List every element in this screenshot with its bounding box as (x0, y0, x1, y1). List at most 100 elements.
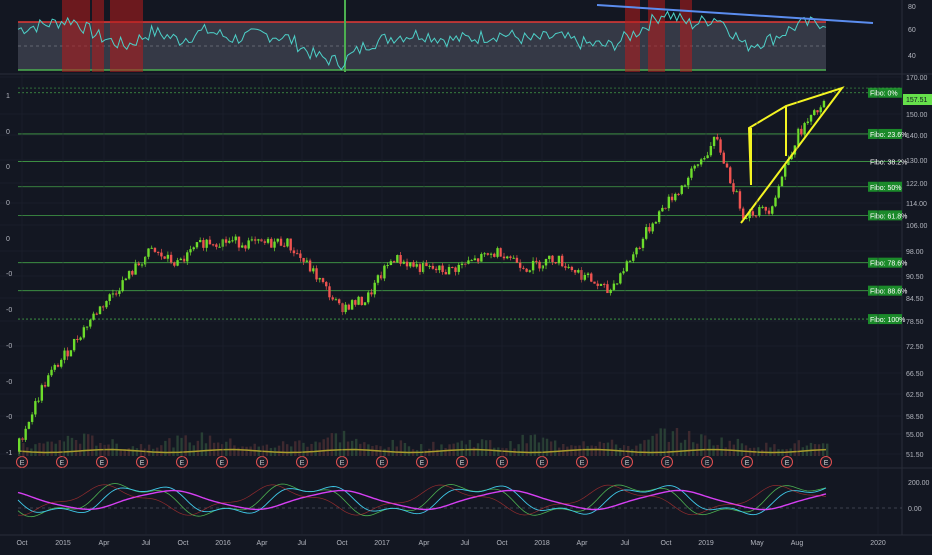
candle-body[interactable] (363, 302, 367, 305)
earnings-marker[interactable] (416, 456, 428, 468)
candle-body[interactable] (295, 253, 299, 255)
candle-body[interactable] (473, 258, 477, 261)
candle-body[interactable] (745, 218, 748, 220)
candle-body[interactable] (50, 369, 53, 376)
candle-body[interactable] (202, 240, 205, 248)
candle-body[interactable] (192, 247, 195, 250)
candle-body[interactable] (205, 239, 208, 248)
candle-body[interactable] (244, 245, 247, 249)
candle-body[interactable] (56, 364, 60, 367)
candle-body[interactable] (124, 278, 128, 281)
candle-body[interactable] (72, 338, 76, 351)
candle-body[interactable] (198, 240, 202, 243)
candle-body[interactable] (722, 152, 725, 164)
candle-body[interactable] (305, 260, 309, 262)
earnings-marker[interactable] (701, 456, 713, 468)
candle-body[interactable] (337, 299, 341, 304)
earnings-marker[interactable] (176, 456, 188, 468)
candle-body[interactable] (137, 263, 140, 266)
stoch-k-line[interactable] (17, 485, 827, 516)
candle-body[interactable] (657, 211, 661, 223)
candle-body[interactable] (447, 267, 451, 275)
candle-body[interactable] (270, 238, 273, 248)
candle-body[interactable] (719, 139, 722, 153)
candle-body[interactable] (764, 206, 767, 211)
candle-body[interactable] (651, 223, 654, 232)
earnings-marker[interactable] (820, 456, 832, 468)
candle-body[interactable] (509, 256, 512, 258)
candle-body[interactable] (609, 289, 612, 294)
candle-body[interactable] (266, 238, 270, 243)
candle-body[interactable] (761, 206, 764, 208)
candle-body[interactable] (783, 164, 787, 177)
candle-body[interactable] (664, 207, 667, 209)
candle-body[interactable] (809, 115, 813, 122)
candle-body[interactable] (63, 350, 66, 360)
candle-body[interactable] (279, 238, 283, 246)
candle-body[interactable] (121, 280, 124, 292)
candle-body[interactable] (622, 271, 625, 274)
candle-body[interactable] (350, 300, 354, 310)
candle-body[interactable] (502, 256, 506, 259)
candle-body[interactable] (392, 261, 396, 263)
candle-body[interactable] (541, 265, 544, 269)
candle-body[interactable] (696, 164, 700, 166)
candle-body[interactable] (638, 247, 641, 249)
candle-body[interactable] (289, 238, 292, 251)
candle-body[interactable] (283, 245, 286, 247)
candle-body[interactable] (796, 128, 800, 146)
candle-body[interactable] (425, 262, 428, 267)
earnings-marker[interactable] (661, 456, 673, 468)
earnings-marker[interactable] (96, 456, 108, 468)
candle-body[interactable] (321, 278, 325, 283)
candle-body[interactable] (767, 210, 771, 214)
candle-body[interactable] (412, 262, 415, 267)
candle-body[interactable] (512, 257, 515, 259)
candle-body[interactable] (27, 421, 31, 429)
candle-body[interactable] (85, 326, 89, 328)
candle-body[interactable] (140, 264, 144, 266)
candle-body[interactable] (389, 261, 393, 266)
candle-body[interactable] (179, 258, 182, 261)
earnings-marker[interactable] (216, 456, 228, 468)
candle-body[interactable] (234, 236, 237, 241)
candle-body[interactable] (476, 258, 480, 262)
candle-body[interactable] (357, 296, 360, 305)
candle-body[interactable] (37, 400, 40, 402)
candle-body[interactable] (169, 254, 173, 263)
candle-body[interactable] (379, 275, 383, 279)
candle-body[interactable] (596, 283, 599, 286)
candle-body[interactable] (583, 274, 586, 280)
candle-body[interactable] (493, 253, 496, 257)
candle-body[interactable] (654, 222, 658, 224)
candle-body[interactable] (418, 264, 422, 272)
candle-body[interactable] (528, 270, 532, 272)
candle-body[interactable] (467, 260, 470, 264)
candle-body[interactable] (548, 255, 551, 260)
candle-body[interactable] (602, 283, 606, 285)
candle-body[interactable] (774, 197, 777, 207)
candle-body[interactable] (787, 159, 790, 165)
candle-body[interactable] (211, 244, 215, 246)
candle-body[interactable] (43, 385, 47, 387)
candle-body[interactable] (237, 236, 241, 248)
candle-body[interactable] (428, 265, 431, 267)
candle-body[interactable] (758, 207, 761, 216)
candle-body[interactable] (554, 262, 557, 264)
candle-body[interactable] (780, 176, 784, 187)
candle-body[interactable] (434, 268, 438, 271)
candle-body[interactable] (182, 258, 186, 262)
candle-body[interactable] (208, 239, 212, 245)
candle-body[interactable] (331, 297, 334, 300)
candle-body[interactable] (247, 240, 250, 249)
candle-body[interactable] (573, 270, 577, 273)
candle-body[interactable] (625, 261, 629, 272)
candle-body[interactable] (645, 227, 648, 239)
candle-body[interactable] (667, 196, 671, 209)
candle-body[interactable] (163, 256, 166, 259)
candle-body[interactable] (670, 196, 674, 201)
candle-body[interactable] (819, 107, 822, 113)
candle-body[interactable] (687, 177, 690, 186)
stoch-fast-line[interactable] (17, 483, 827, 518)
